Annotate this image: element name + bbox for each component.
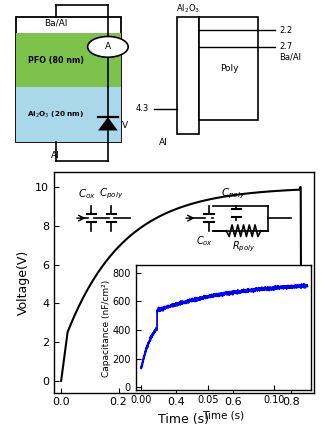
Circle shape xyxy=(88,36,128,57)
Text: 2.7: 2.7 xyxy=(280,42,293,51)
Y-axis label: Voltage(V): Voltage(V) xyxy=(17,249,29,315)
Text: $R_{poly}$: $R_{poly}$ xyxy=(232,239,255,254)
Text: Poly: Poly xyxy=(220,64,238,73)
Text: Al$_2$O$_3$: Al$_2$O$_3$ xyxy=(176,2,200,15)
Bar xyxy=(16,87,121,142)
Bar xyxy=(177,17,199,134)
Text: Ba/Al: Ba/Al xyxy=(280,52,301,61)
Text: $C_{poly}$: $C_{poly}$ xyxy=(221,186,246,201)
Text: V: V xyxy=(122,121,128,130)
Text: $C_{poly}$: $C_{poly}$ xyxy=(99,186,124,201)
Text: PFO (80 nm): PFO (80 nm) xyxy=(27,56,84,65)
Text: Al: Al xyxy=(159,138,168,147)
Text: Ba/Al: Ba/Al xyxy=(44,19,67,28)
Bar xyxy=(16,33,121,87)
Bar xyxy=(199,17,258,121)
Bar xyxy=(16,17,121,142)
Text: $C_{ox}$: $C_{ox}$ xyxy=(196,235,213,248)
Text: Al$_2$O$_3$ (20 nm): Al$_2$O$_3$ (20 nm) xyxy=(27,109,84,120)
X-axis label: Time (s): Time (s) xyxy=(159,413,209,426)
Polygon shape xyxy=(98,117,118,130)
Text: 2.2: 2.2 xyxy=(280,26,293,35)
Text: A: A xyxy=(105,42,111,51)
Text: Al: Al xyxy=(51,151,60,160)
Text: 4.3: 4.3 xyxy=(135,104,149,113)
Text: $C_{ox}$: $C_{ox}$ xyxy=(78,187,96,201)
